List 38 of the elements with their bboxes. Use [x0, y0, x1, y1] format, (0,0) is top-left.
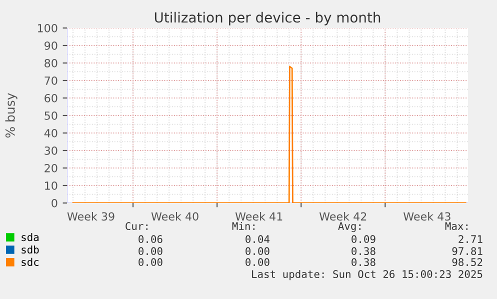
text: 97.81	[452, 247, 482, 256]
legend-label: sdb	[22, 245, 39, 254]
x-tick-label: Week 42	[319, 212, 366, 221]
text: Avg:	[338, 222, 360, 232]
y-axis-title: % busy	[5, 93, 18, 138]
chart-title: Utilization per device - by month	[154, 12, 380, 26]
y-tick-label: 60	[44, 94, 58, 102]
y-tick-label: 10	[45, 181, 58, 190]
y-tick-label: 0	[52, 198, 58, 208]
text: 2.71	[458, 235, 482, 243]
text: 0.00	[246, 247, 270, 256]
text: Last update: Sun Oct 26 15:00:23 2025	[252, 270, 482, 280]
legend-label: sda	[22, 233, 39, 242]
x-tick-label: Week 43	[403, 212, 450, 221]
x-tick-label: Week 41	[235, 212, 282, 221]
text: 0.00	[138, 247, 162, 256]
text: 0.09	[352, 235, 376, 244]
y-tick-label: 40	[44, 128, 58, 138]
text: 0.00	[246, 258, 270, 266]
x-tick-label: Week 39	[67, 212, 114, 221]
text: 98.52	[452, 258, 482, 266]
x-tick-label: Week 40	[151, 212, 198, 221]
text: 0.06	[138, 235, 162, 244]
text: 0.38	[352, 258, 376, 266]
text: 0.00	[138, 258, 162, 266]
text: 0.04	[246, 235, 270, 244]
text: 0.38	[352, 247, 376, 256]
y-tick-label: 100	[38, 24, 58, 32]
y-tick-label: 70	[44, 76, 58, 85]
y-tick-label: 80	[44, 58, 58, 68]
y-tick-label: 50	[44, 111, 58, 120]
y-tick-label: 90	[44, 41, 58, 50]
text: Min:	[232, 222, 254, 230]
y-tick-label: 20	[44, 164, 58, 172]
y-tick-label: 30	[44, 146, 58, 155]
text: Max:	[445, 222, 468, 230]
text: Cur:	[126, 222, 148, 230]
legend-label: sdc	[22, 258, 39, 266]
